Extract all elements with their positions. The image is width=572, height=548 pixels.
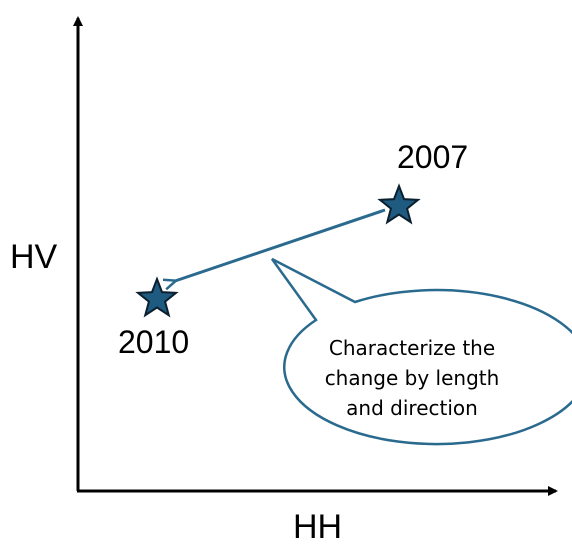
callout-text-line-1: Characterize the	[329, 336, 495, 360]
star-icon	[377, 183, 421, 225]
point-label-2007: 2007	[397, 139, 468, 175]
callout-text-line-2: change by length	[325, 366, 500, 390]
change-vector-arrow	[175, 208, 386, 281]
star-icon	[135, 276, 179, 318]
x-axis-label: HH	[293, 508, 342, 546]
callout-text-line-3: and direction	[346, 396, 478, 420]
point-label-2010: 2010	[118, 324, 189, 360]
y-axis-label: HV	[10, 238, 58, 276]
callout-bubble	[270, 257, 572, 446]
